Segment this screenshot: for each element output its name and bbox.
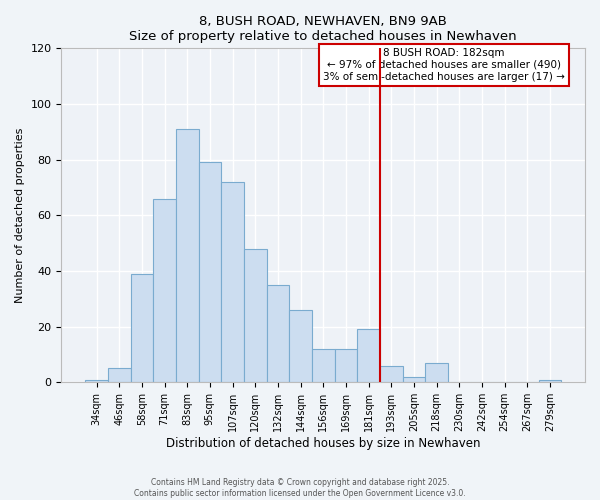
Bar — [176, 129, 199, 382]
Bar — [108, 368, 131, 382]
Bar — [244, 248, 266, 382]
Bar — [266, 285, 289, 382]
Bar — [357, 330, 380, 382]
Text: Contains HM Land Registry data © Crown copyright and database right 2025.
Contai: Contains HM Land Registry data © Crown c… — [134, 478, 466, 498]
Bar — [425, 363, 448, 382]
Bar — [335, 349, 357, 382]
Bar — [131, 274, 153, 382]
Bar — [380, 366, 403, 382]
Bar — [153, 198, 176, 382]
Bar — [199, 162, 221, 382]
Title: 8, BUSH ROAD, NEWHAVEN, BN9 9AB
Size of property relative to detached houses in : 8, BUSH ROAD, NEWHAVEN, BN9 9AB Size of … — [130, 15, 517, 43]
Y-axis label: Number of detached properties: Number of detached properties — [15, 128, 25, 303]
Bar — [289, 310, 312, 382]
X-axis label: Distribution of detached houses by size in Newhaven: Distribution of detached houses by size … — [166, 437, 481, 450]
Bar — [85, 380, 108, 382]
Bar — [312, 349, 335, 382]
Bar — [403, 377, 425, 382]
Text: 8 BUSH ROAD: 182sqm
← 97% of detached houses are smaller (490)
3% of semi-detach: 8 BUSH ROAD: 182sqm ← 97% of detached ho… — [323, 48, 565, 82]
Bar — [221, 182, 244, 382]
Bar — [539, 380, 561, 382]
